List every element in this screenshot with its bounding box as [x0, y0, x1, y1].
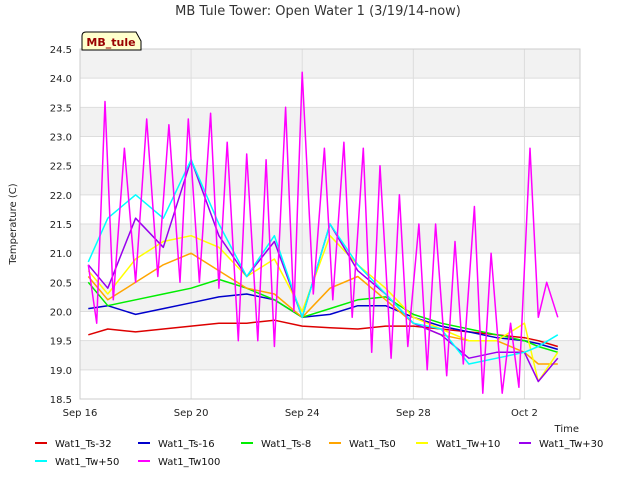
plot-band [80, 136, 580, 166]
legend-item: Wat1_Tw+10 [416, 439, 500, 450]
y-tick-label: 20.0 [50, 308, 72, 319]
y-tick-label: 22.0 [50, 191, 72, 202]
y-axis-label: Temperature (C) [8, 183, 19, 265]
legend-item: Wat1_Ts-8 [241, 439, 311, 450]
plot-band [80, 194, 580, 224]
y-tick-label: 23.0 [50, 133, 72, 144]
y-tick-label: 21.5 [50, 220, 72, 231]
plot-band [80, 282, 580, 312]
x-tick-label: Oct 2 [511, 408, 538, 419]
y-tick-label: 24.5 [50, 45, 72, 56]
legend-label: Wat1_Tw+30 [539, 439, 603, 450]
series-line-wat1-tw-10 [87, 234, 559, 383]
y-tick-label: 21.0 [50, 249, 72, 260]
legend-item: Wat1_Tw+30 [519, 439, 603, 450]
legend-label: Wat1_Tw+50 [55, 457, 119, 468]
y-tick-label: 23.5 [50, 103, 72, 114]
legend-item: Wat1_Ts-32 [35, 439, 112, 450]
plot-band [80, 78, 580, 108]
legend-label: Wat1_Ts-8 [261, 439, 311, 450]
x-tick-label: Sep 28 [396, 408, 431, 419]
x-tick-label: Sep 20 [174, 408, 209, 419]
series-line-wat1-tw-50 [87, 159, 559, 365]
plot-area [79, 48, 581, 400]
legend-label: Wat1_Ts-32 [55, 439, 112, 450]
legend-label: Wat1_Ts-16 [158, 439, 215, 450]
series-line-wat1-ts-8 [87, 278, 559, 354]
chart-title: MB Tule Tower: Open Water 1 (3/19/14-now… [175, 4, 461, 19]
y-tick-label: 18.5 [50, 395, 72, 406]
y-tick-label: 19.5 [50, 337, 72, 348]
series-line-wat1-tw100 [87, 71, 559, 394]
y-tick-label: 22.5 [50, 162, 72, 173]
annotation-box: MB_tule [81, 31, 142, 51]
legend-item: Wat1_Tw100 [138, 457, 220, 468]
x-tick-label: Sep 24 [285, 408, 320, 419]
legend-item: Wat1_Ts0 [329, 439, 396, 450]
legend-label: Wat1_Tw+10 [436, 439, 500, 450]
y-tick-label: 19.0 [50, 366, 72, 377]
plot-band [80, 369, 580, 399]
plot-band [80, 107, 580, 137]
legend-label: Wat1_Tw100 [158, 457, 220, 468]
plot-band [80, 165, 580, 195]
legend-item: Wat1_Tw+50 [35, 457, 119, 468]
plot-band [80, 49, 580, 79]
series-line-wat1-ts-16 [88, 293, 559, 351]
legend-label: Wat1_Ts0 [349, 439, 396, 450]
legend-item: Wat1_Ts-16 [138, 439, 215, 450]
y-tick-label: 24.0 [50, 74, 72, 85]
y-tick-label: 20.5 [50, 278, 72, 289]
x-axis-label: Time [554, 424, 579, 435]
legend: Wat1_Ts-32 Wat1_Ts-16 Wat1_Ts-8 Wat1_Ts0 Wat… [35, 439, 603, 468]
plot-band [80, 340, 580, 370]
annotation-label: MB_tule [86, 36, 135, 49]
x-tick-label: Sep 16 [63, 408, 98, 419]
